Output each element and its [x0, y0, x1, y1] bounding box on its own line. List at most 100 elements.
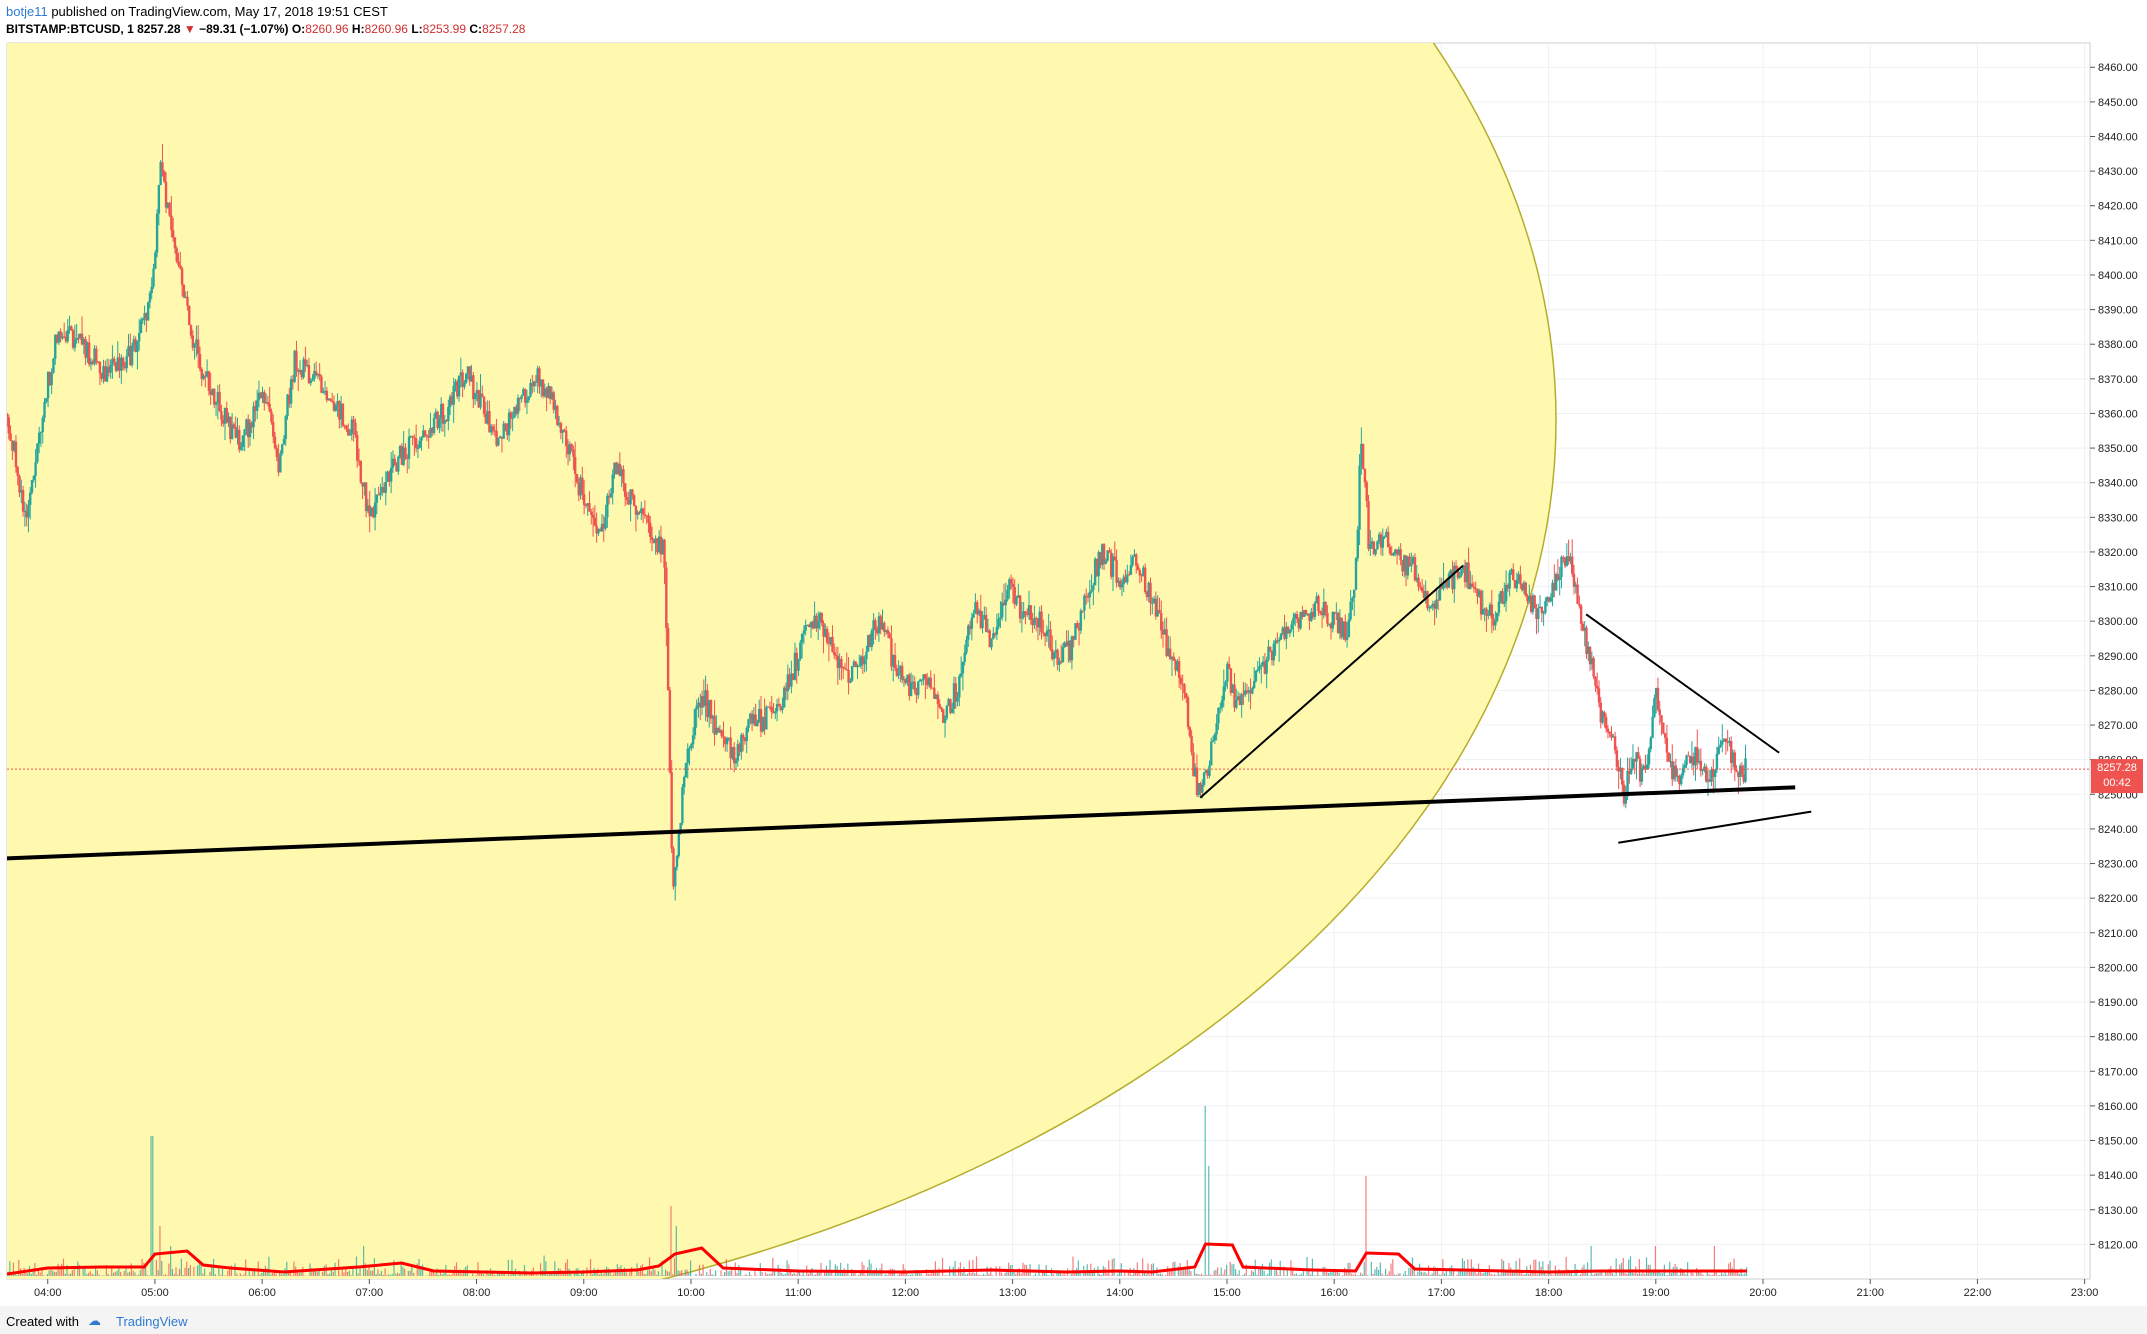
candle-body: [1102, 544, 1106, 564]
candle-body: [1435, 599, 1438, 609]
volume-bar: [1351, 1273, 1353, 1276]
candle-body: [670, 772, 673, 849]
candle-body: [772, 712, 775, 714]
price-axis[interactable]: 8120.008130.008140.008150.008160.008170.…: [2090, 62, 2138, 1251]
volume-bar: [554, 1261, 556, 1276]
volume-bar: [395, 1273, 397, 1276]
volume-bar: [170, 1246, 172, 1276]
candle-body: [1499, 591, 1502, 602]
candle-body: [429, 427, 432, 438]
candle-body: [25, 510, 28, 518]
volume-bar: [164, 1274, 166, 1276]
candle-body: [464, 373, 468, 383]
volume-bar: [809, 1272, 811, 1276]
volume-bar: [657, 1271, 660, 1276]
volume-bar: [1236, 1274, 1238, 1276]
volume-bar: [1638, 1259, 1640, 1276]
candle-body: [922, 674, 925, 680]
candle-body: [130, 345, 134, 366]
support-trendline[interactable]: [7, 785, 1796, 861]
candle-body: [343, 425, 346, 427]
tradingview-link[interactable]: TradingView: [116, 1314, 188, 1329]
x-tick-label: 16:00: [1320, 1287, 1348, 1299]
volume-bar: [230, 1265, 233, 1276]
volume-bar: [329, 1273, 331, 1276]
volume-bar: [161, 1260, 163, 1276]
candle-body: [1276, 640, 1279, 642]
volume-bar: [275, 1273, 277, 1276]
volume-bar: [1431, 1273, 1433, 1276]
candle-body: [590, 511, 593, 515]
volume-bar: [1469, 1269, 1471, 1276]
triangle-lower-line[interactable]: [1618, 810, 1812, 844]
volume-bar: [96, 1270, 99, 1276]
tradingview-logo-icon[interactable]: ☁: [88, 1313, 101, 1328]
candle-body: [1188, 727, 1192, 736]
volume-bar: [1733, 1258, 1735, 1276]
candle-body: [179, 265, 182, 269]
candle-body: [936, 694, 940, 705]
candle-body: [1285, 626, 1288, 639]
candle-body: [861, 656, 865, 665]
candle-body: [1143, 567, 1147, 593]
candle-body: [525, 400, 529, 403]
volume-bar: [1261, 1263, 1263, 1276]
rising-trendline[interactable]: [1199, 565, 1464, 799]
candle-body: [286, 394, 289, 417]
x-tick-label: 11:00: [785, 1287, 812, 1299]
candle-body: [1728, 740, 1731, 743]
author-link[interactable]: botje11: [6, 4, 48, 19]
price-chart[interactable]: 8120.008130.008140.008150.008160.008170.…: [0, 0, 2147, 1306]
volume-bar: [311, 1267, 313, 1276]
volume-bar: [1258, 1268, 1260, 1276]
candle-body: [436, 411, 439, 428]
volume-bar: [125, 1266, 127, 1276]
volume-bar: [954, 1261, 956, 1276]
candle-body: [1258, 666, 1261, 670]
candle-body: [1613, 736, 1617, 751]
candle-body: [250, 422, 253, 428]
candle-body: [958, 676, 961, 698]
candle-body: [859, 656, 863, 666]
triangle-upper-line[interactable]: [1585, 613, 1780, 754]
candle-body: [46, 371, 50, 399]
candle-body: [831, 636, 834, 653]
candle-body: [1356, 529, 1359, 559]
candle-body: [886, 630, 890, 634]
candle-body: [482, 396, 486, 414]
volume-bar: [1556, 1273, 1558, 1276]
time-axis[interactable]: 04:00 05:00 06:00 07:00 08:00 09:00 10:00 11:00…: [34, 1279, 2098, 1299]
volume-bar: [647, 1270, 649, 1276]
volume-bar: [723, 1271, 726, 1276]
candle-body: [1026, 613, 1029, 615]
volume-bar: [1667, 1274, 1669, 1276]
candle-body: [7, 417, 10, 434]
volume-bar: [1143, 1271, 1146, 1276]
candle-body: [86, 342, 89, 358]
candle-body: [280, 444, 284, 454]
candle-body: [302, 359, 305, 378]
candle-body: [495, 430, 498, 446]
volume-bar: [688, 1273, 690, 1276]
candle-body: [609, 493, 613, 498]
candle-body: [36, 443, 39, 463]
volume-bar: [670, 1206, 672, 1276]
volume-bar: [87, 1272, 90, 1276]
candle-body: [872, 620, 875, 631]
volume-bar: [291, 1275, 293, 1276]
candle-body: [1068, 640, 1072, 661]
candle-body: [1006, 590, 1009, 600]
candle-body: [579, 477, 582, 496]
ellipse-drawing[interactable]: [0, 0, 1557, 1306]
candle-body: [888, 633, 891, 639]
volume-bar: [1551, 1274, 1553, 1276]
volume-bar: [906, 1272, 908, 1276]
candle-body: [618, 463, 622, 477]
candle-body: [572, 449, 575, 457]
candle-body: [1597, 688, 1601, 703]
candle-body: [1520, 584, 1524, 591]
volume-bar: [911, 1273, 913, 1276]
candle-body: [1342, 621, 1345, 638]
candle-body: [352, 419, 355, 423]
candle-body: [1086, 596, 1090, 598]
